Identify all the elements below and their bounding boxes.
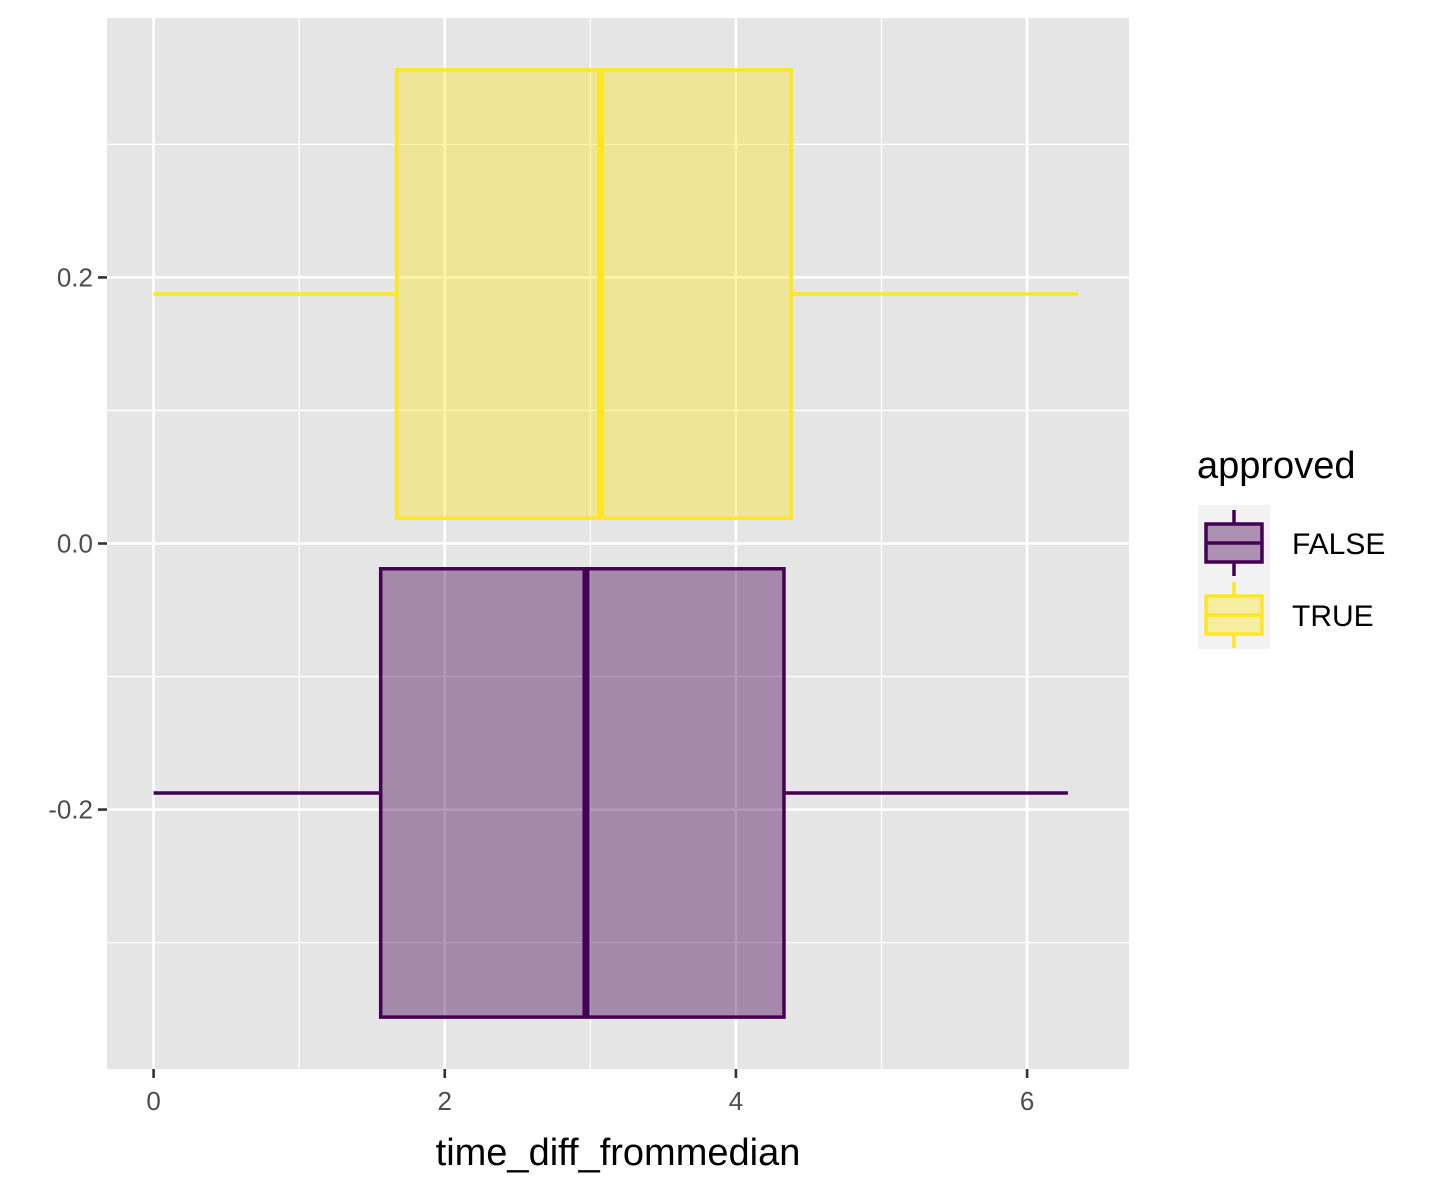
- legend-key-false: [1204, 510, 1264, 576]
- x-tick-label: 2: [438, 1086, 452, 1116]
- grid-major: [107, 18, 1129, 1069]
- box-iqr: [394, 68, 793, 520]
- y-tick-label: -0.2: [48, 795, 93, 825]
- x-axis: 0 2 4 6: [146, 1069, 1034, 1116]
- y-axis: -0.2 0.0 0.2: [48, 262, 107, 825]
- legend-label-false: FALSE: [1292, 528, 1385, 561]
- legend-label-true: TRUE: [1292, 600, 1374, 633]
- x-axis-title: time_diff_frommedian: [436, 1132, 801, 1174]
- y-tick-label: 0.2: [57, 262, 93, 292]
- box-series: [153, 68, 1079, 1019]
- y-tick-label: 0.0: [57, 529, 93, 559]
- box-false: [153, 567, 1068, 1019]
- x-tick-label: 0: [146, 1086, 160, 1116]
- legend-keys: [1204, 510, 1264, 648]
- legend-key-true: [1204, 582, 1264, 648]
- x-tick-label: 6: [1020, 1086, 1034, 1116]
- legend: approved FALSE TRUE: [1197, 445, 1385, 649]
- box-true: [153, 68, 1079, 520]
- legend-key-background: [1198, 505, 1270, 649]
- box-iqr: [378, 567, 786, 1019]
- x-tick-label: 4: [729, 1086, 743, 1116]
- legend-title: approved: [1197, 445, 1355, 487]
